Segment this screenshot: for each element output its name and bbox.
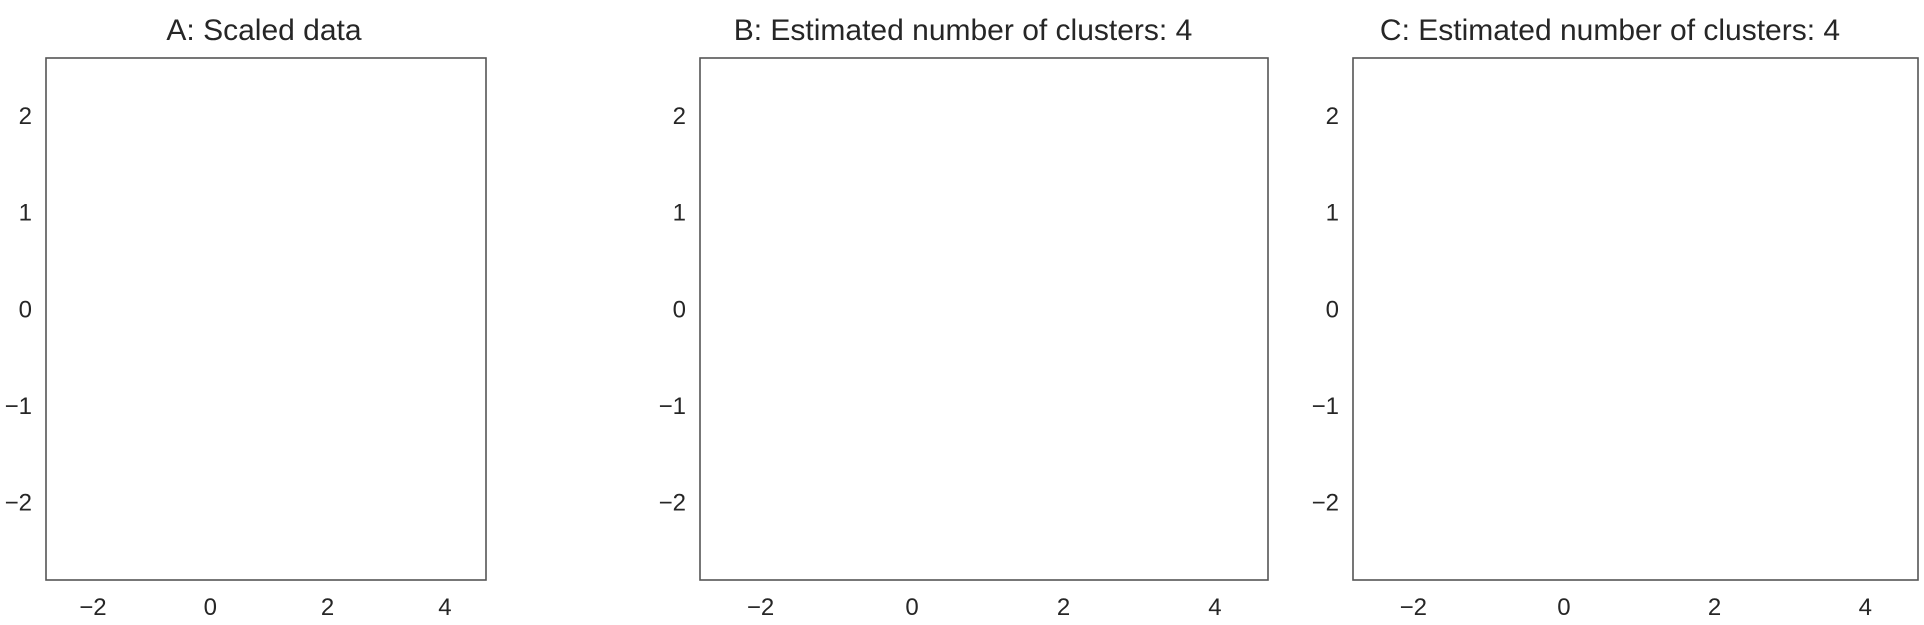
y-tick-label: 2 [1326, 103, 1339, 130]
y-tick-label: 2 [19, 103, 32, 130]
x-tick-label: 4 [1208, 594, 1221, 621]
x-tick-label: −2 [79, 594, 106, 621]
x-tick-label: −2 [1400, 594, 1427, 621]
panel-c-frame [1352, 57, 1919, 581]
y-tick-label: −1 [1312, 393, 1339, 420]
y-tick-label: 2 [673, 103, 686, 130]
y-tick-label: 1 [19, 200, 32, 227]
x-tick-label: 2 [321, 594, 334, 621]
panel-b-title: B: Estimated number of clusters: 4 [734, 14, 1193, 47]
y-tick-label: −2 [5, 490, 32, 517]
y-tick-label: 1 [673, 200, 686, 227]
x-tick-label: 4 [1859, 594, 1872, 621]
panel-c-title: C: Estimated number of clusters: 4 [1380, 14, 1840, 47]
x-tick-label: −2 [747, 594, 774, 621]
y-tick-label: 0 [1326, 296, 1339, 323]
x-tick-label: 0 [1557, 594, 1570, 621]
y-tick-label: −2 [1312, 490, 1339, 517]
y-tick-label: 0 [673, 296, 686, 323]
y-tick-label: 1 [1326, 200, 1339, 227]
panel-a: A: Scaled data −2 0 2 4 −2 −1 0 1 2 [5, 14, 487, 621]
panel-a-title: A: Scaled data [166, 14, 361, 47]
panel-b-frame [699, 57, 1269, 581]
x-tick-label: 4 [438, 594, 451, 621]
y-tick-label: −1 [659, 393, 686, 420]
y-tick-label: 0 [19, 296, 32, 323]
y-tick-label: −2 [659, 490, 686, 517]
panel-b: B: Estimated number of clusters: 4 −2 0 2 4… [659, 14, 1269, 621]
x-tick-label: 2 [1708, 594, 1721, 621]
x-tick-label: 0 [204, 594, 217, 621]
panel-c: C: Estimated number of clusters: 4 −2 0 2 4… [1312, 14, 1919, 621]
panel-a-frame [45, 57, 487, 581]
x-tick-label: 0 [905, 594, 918, 621]
x-tick-label: 2 [1057, 594, 1070, 621]
y-tick-label: −1 [5, 393, 32, 420]
